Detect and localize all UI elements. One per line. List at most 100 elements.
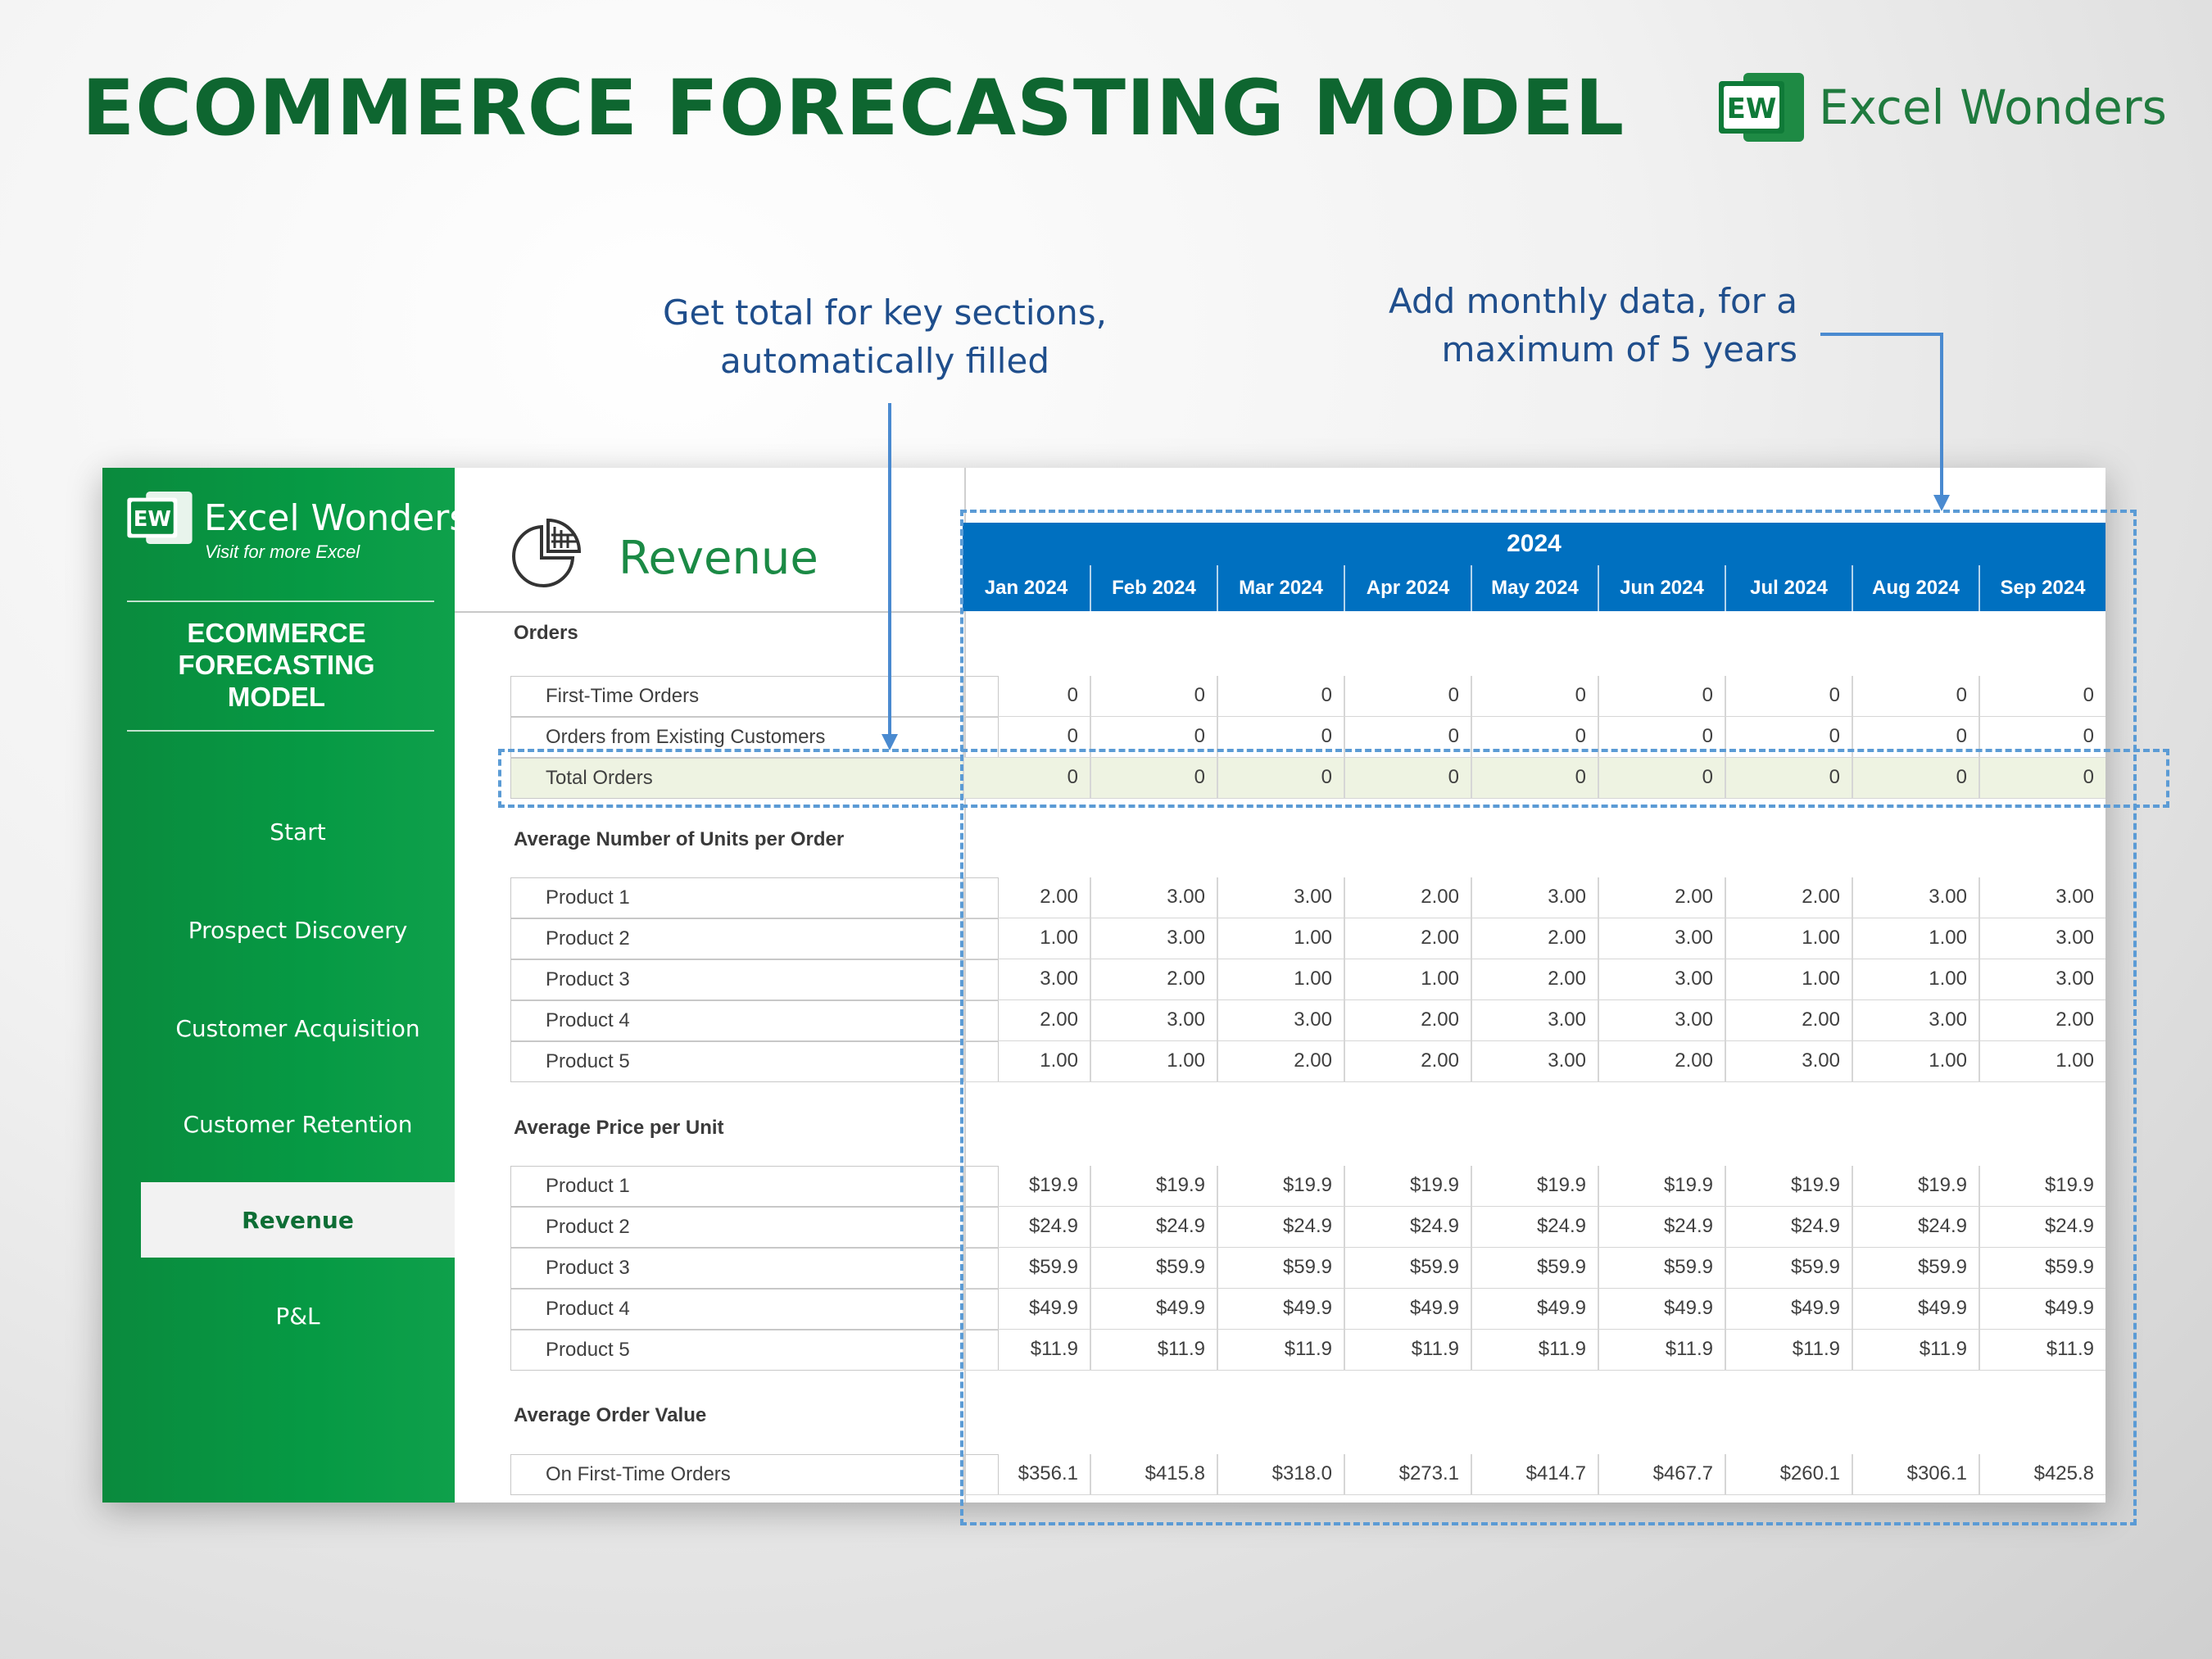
value-cell[interactable]: 2.00 — [1344, 877, 1471, 918]
value-cell[interactable]: $19.9 — [1598, 1166, 1725, 1207]
value-cell[interactable]: $24.9 — [1852, 1207, 1979, 1248]
value-cell[interactable]: $11.9 — [1217, 1330, 1344, 1371]
value-cell[interactable]: $11.9 — [1090, 1330, 1217, 1371]
value-cell[interactable]: 1.00 — [1344, 959, 1471, 1000]
value-cell[interactable]: $19.9 — [1979, 1166, 2105, 1207]
value-cell[interactable]: $11.9 — [1725, 1330, 1852, 1371]
sidebar-tagline[interactable]: Visit for more Excel — [205, 542, 360, 562]
value-cell[interactable]: 2.00 — [1598, 1041, 1725, 1082]
value-cell[interactable]: $356.1 — [963, 1454, 1090, 1495]
value-cell[interactable]: $11.9 — [1344, 1330, 1471, 1371]
value-cell[interactable]: $24.9 — [1090, 1207, 1217, 1248]
value-cell[interactable]: 0 — [1852, 717, 1979, 758]
value-cell[interactable]: $415.8 — [1090, 1454, 1217, 1495]
value-cell[interactable]: $19.9 — [1852, 1166, 1979, 1207]
value-cell[interactable]: 1.00 — [1979, 1041, 2105, 1082]
value-cell[interactable]: $24.9 — [1471, 1207, 1598, 1248]
value-cell[interactable]: $11.9 — [963, 1330, 1090, 1371]
value-cell[interactable]: 3.00 — [1852, 877, 1979, 918]
nav-start[interactable]: Start — [270, 818, 326, 845]
value-cell[interactable]: $59.9 — [1979, 1248, 2105, 1289]
value-cell[interactable]: 3.00 — [1217, 877, 1344, 918]
value-cell[interactable]: $59.9 — [1471, 1248, 1598, 1289]
nav-customer-retention[interactable]: Customer Retention — [183, 1110, 413, 1138]
value-cell[interactable]: $59.9 — [1725, 1248, 1852, 1289]
value-cell[interactable]: 2.00 — [963, 877, 1090, 918]
value-cell[interactable]: 1.00 — [1725, 918, 1852, 959]
value-cell[interactable]: 2.00 — [1344, 1000, 1471, 1041]
value-cell[interactable]: 3.00 — [1471, 1041, 1598, 1082]
value-cell[interactable]: 0 — [1471, 676, 1598, 717]
value-cell[interactable]: 1.00 — [1852, 918, 1979, 959]
value-cell[interactable]: $306.1 — [1852, 1454, 1979, 1495]
value-cell[interactable]: 0 — [1725, 717, 1852, 758]
value-cell[interactable]: $19.9 — [1471, 1166, 1598, 1207]
value-cell[interactable]: $24.9 — [1217, 1207, 1344, 1248]
value-cell[interactable]: 1.00 — [963, 1041, 1090, 1082]
value-cell[interactable]: 3.00 — [1979, 918, 2105, 959]
value-cell[interactable]: $49.9 — [1090, 1289, 1217, 1330]
value-cell[interactable]: 0 — [1852, 676, 1979, 717]
nav-prospect-discovery[interactable]: Prospect Discovery — [188, 916, 408, 944]
value-cell[interactable]: 3.00 — [1979, 959, 2105, 1000]
value-cell[interactable]: 0 — [1979, 717, 2105, 758]
value-cell[interactable]: $59.9 — [1598, 1248, 1725, 1289]
value-cell[interactable]: $59.9 — [963, 1248, 1090, 1289]
value-cell[interactable]: $11.9 — [1852, 1330, 1979, 1371]
nav-pl[interactable]: P&L — [275, 1302, 320, 1330]
value-cell[interactable]: $19.9 — [1344, 1166, 1471, 1207]
value-cell[interactable]: 0 — [1471, 717, 1598, 758]
value-cell[interactable]: 3.00 — [1725, 1041, 1852, 1082]
value-cell[interactable]: $49.9 — [1344, 1289, 1471, 1330]
value-cell[interactable]: 0 — [1725, 676, 1852, 717]
value-cell[interactable]: $49.9 — [1979, 1289, 2105, 1330]
value-cell[interactable]: 1.00 — [1217, 959, 1344, 1000]
value-cell[interactable]: 0 — [1979, 676, 2105, 717]
value-cell[interactable]: 0 — [1090, 717, 1217, 758]
value-cell[interactable]: $467.7 — [1598, 1454, 1725, 1495]
value-cell[interactable]: $49.9 — [1852, 1289, 1979, 1330]
value-cell[interactable]: 3.00 — [1598, 959, 1725, 1000]
value-cell[interactable]: 0 — [1598, 717, 1725, 758]
value-cell[interactable]: $273.1 — [1344, 1454, 1471, 1495]
value-cell[interactable]: 1.00 — [1217, 918, 1344, 959]
value-cell[interactable]: $260.1 — [1725, 1454, 1852, 1495]
value-cell[interactable]: $19.9 — [963, 1166, 1090, 1207]
value-cell[interactable]: $59.9 — [1852, 1248, 1979, 1289]
value-cell[interactable]: $24.9 — [963, 1207, 1090, 1248]
value-cell[interactable]: 0 — [1598, 676, 1725, 717]
nav-revenue[interactable]: Revenue — [141, 1182, 455, 1258]
value-cell[interactable]: $19.9 — [1090, 1166, 1217, 1207]
value-cell[interactable]: 0 — [1090, 676, 1217, 717]
value-cell[interactable]: 2.00 — [1725, 877, 1852, 918]
value-cell[interactable]: $11.9 — [1979, 1330, 2105, 1371]
value-cell[interactable]: $49.9 — [963, 1289, 1090, 1330]
value-cell[interactable]: 3.00 — [1217, 1000, 1344, 1041]
value-cell[interactable]: 3.00 — [1598, 918, 1725, 959]
value-cell[interactable]: 1.00 — [1852, 959, 1979, 1000]
value-cell[interactable]: $425.8 — [1979, 1454, 2105, 1495]
value-cell[interactable]: $24.9 — [1598, 1207, 1725, 1248]
value-cell[interactable]: 2.00 — [1471, 959, 1598, 1000]
value-cell[interactable]: 2.00 — [1725, 1000, 1852, 1041]
value-cell[interactable]: 3.00 — [1979, 877, 2105, 918]
value-cell[interactable]: $49.9 — [1217, 1289, 1344, 1330]
value-cell[interactable]: $49.9 — [1471, 1289, 1598, 1330]
value-cell[interactable]: 2.00 — [1471, 918, 1598, 959]
value-cell[interactable]: 0 — [1344, 717, 1471, 758]
value-cell[interactable]: 2.00 — [1979, 1000, 2105, 1041]
value-cell[interactable]: 1.00 — [963, 918, 1090, 959]
value-cell[interactable]: 3.00 — [1852, 1000, 1979, 1041]
value-cell[interactable]: 0 — [963, 676, 1090, 717]
value-cell[interactable]: 2.00 — [1217, 1041, 1344, 1082]
value-cell[interactable]: $59.9 — [1344, 1248, 1471, 1289]
value-cell[interactable]: $19.9 — [1725, 1166, 1852, 1207]
value-cell[interactable]: 3.00 — [1090, 877, 1217, 918]
nav-customer-acquisition[interactable]: Customer Acquisition — [175, 1014, 420, 1042]
value-cell[interactable]: 1.00 — [1852, 1041, 1979, 1082]
value-cell[interactable]: $59.9 — [1217, 1248, 1344, 1289]
value-cell[interactable]: $19.9 — [1217, 1166, 1344, 1207]
value-cell[interactable]: 0 — [1217, 676, 1344, 717]
value-cell[interactable]: 3.00 — [963, 959, 1090, 1000]
value-cell[interactable]: 3.00 — [1471, 1000, 1598, 1041]
